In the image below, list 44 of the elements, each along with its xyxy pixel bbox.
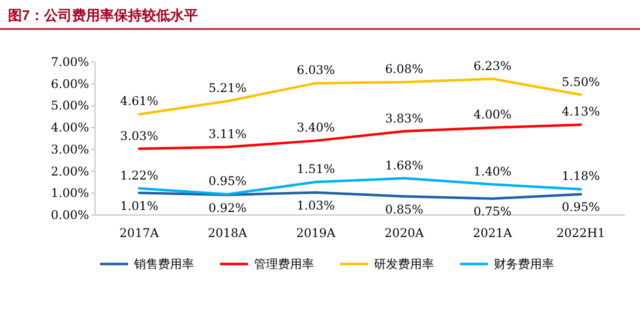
data-label: 6.03% <box>296 63 335 78</box>
y-tick-label: 1.00% <box>50 186 89 200</box>
data-label: 1.40% <box>473 164 512 178</box>
data-label: 4.00% <box>473 108 512 122</box>
x-tick-label: 2018A <box>208 226 248 240</box>
x-tick-label: 2021A <box>472 226 512 240</box>
legend-label: 销售费用率 <box>133 257 194 271</box>
x-tick-label: 2022H1 <box>556 226 606 240</box>
data-label: 3.11% <box>208 127 247 142</box>
y-tick-label: 5.00% <box>50 98 89 113</box>
y-tick-label: 2.00% <box>50 164 89 178</box>
data-label: 3.03% <box>120 128 158 143</box>
y-tick-label: 0.00% <box>50 208 89 222</box>
data-label: 0.75% <box>473 204 512 219</box>
data-label: 5.21% <box>208 81 247 96</box>
chart-title: 图7：公司费用率保持较低水平 <box>8 7 198 23</box>
y-tick-label: 3.00% <box>50 142 89 156</box>
x-tick-label: 2019A <box>296 226 336 240</box>
data-label: 1.22% <box>120 168 158 182</box>
data-label: 1.03% <box>296 198 335 212</box>
y-tick-label: 4.00% <box>50 120 89 135</box>
y-tick-label: 6.00% <box>50 76 89 91</box>
x-tick-label: 2020A <box>384 226 424 240</box>
data-label: 0.95% <box>562 200 600 214</box>
data-label: 1.68% <box>385 158 424 172</box>
legend-label: 财务费用率 <box>494 257 554 271</box>
data-label: 1.51% <box>296 162 335 176</box>
data-label: 1.18% <box>562 169 600 184</box>
legend-label: 研发费用率 <box>374 257 434 271</box>
data-label: 0.95% <box>208 174 247 188</box>
data-label: 3.40% <box>296 120 335 135</box>
data-label: 6.23% <box>473 58 512 73</box>
legend-label: 管理费用率 <box>254 257 314 271</box>
data-label: 0.85% <box>385 202 424 216</box>
x-tick-label: 2017A <box>120 226 160 240</box>
data-label: 5.50% <box>562 74 600 89</box>
data-label: 1.01% <box>120 198 158 213</box>
data-label: 3.83% <box>385 111 424 126</box>
y-tick-label: 7.00% <box>50 55 89 69</box>
data-label: 0.92% <box>208 200 247 215</box>
data-label: 6.08% <box>385 62 424 76</box>
line-series <box>138 191 582 200</box>
data-label: 4.13% <box>562 104 600 119</box>
data-label: 4.61% <box>120 94 158 108</box>
